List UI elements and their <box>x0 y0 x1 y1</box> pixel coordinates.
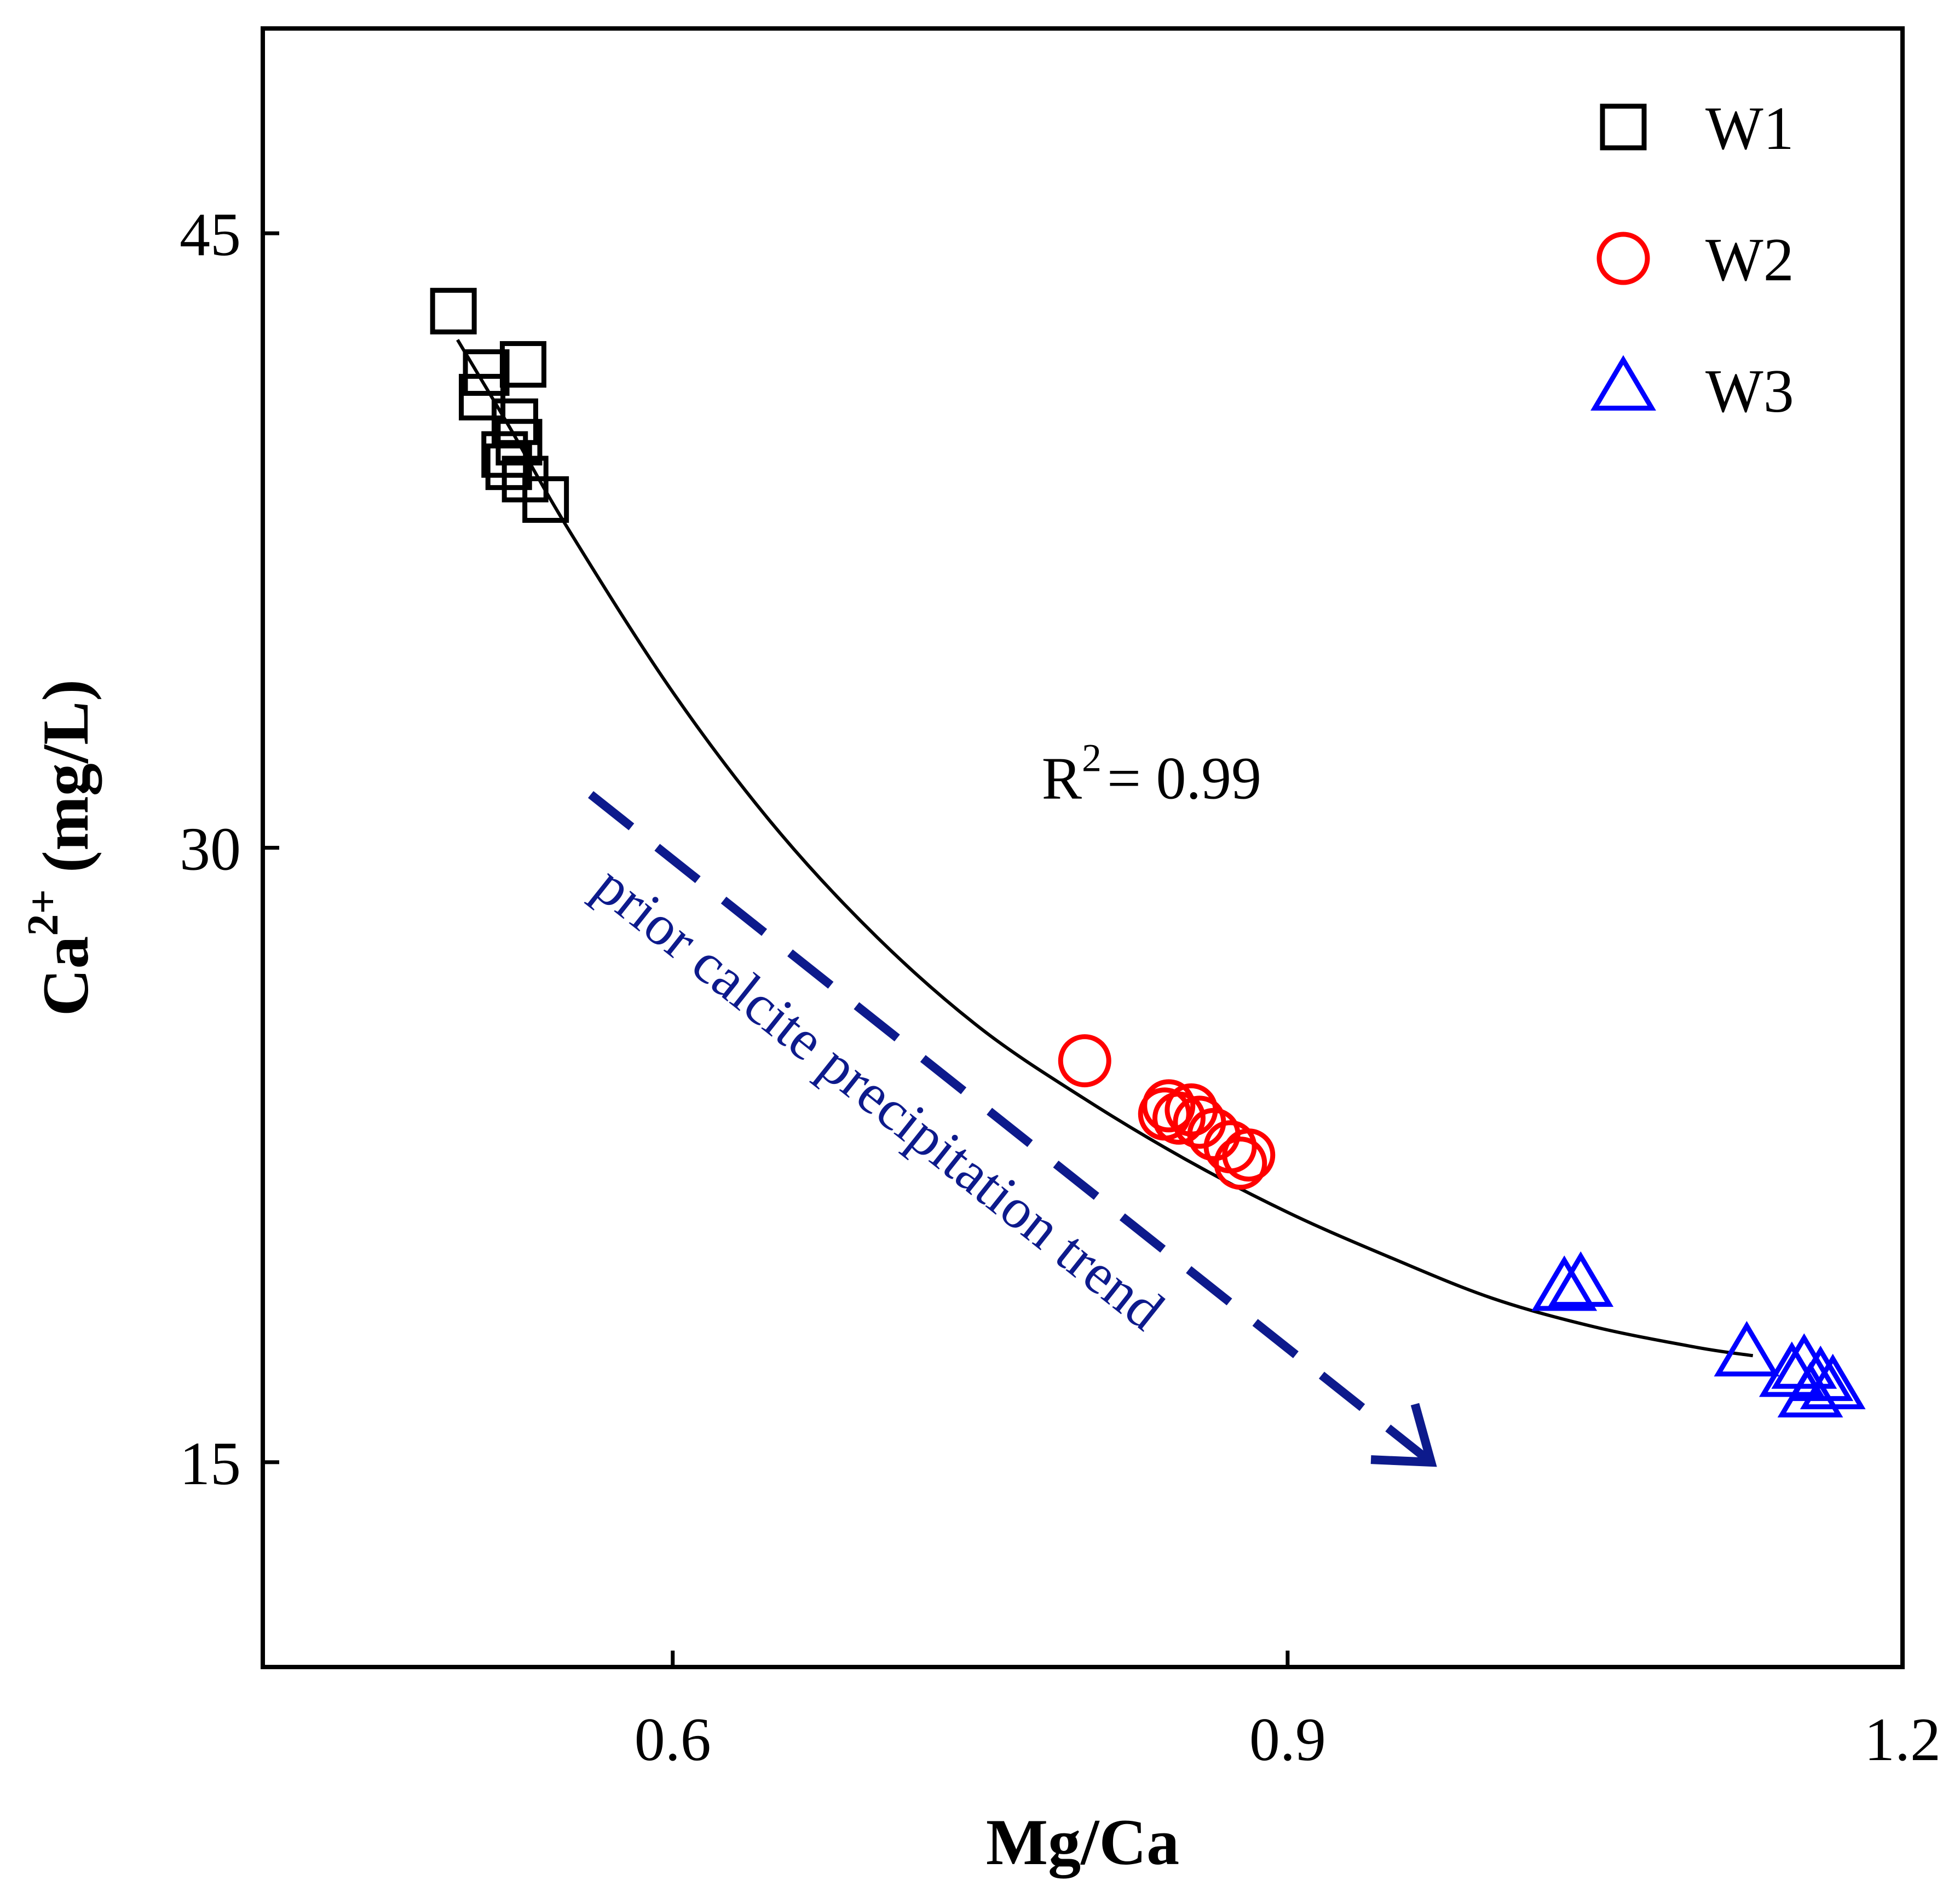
trend-arrow-line <box>588 791 1434 1466</box>
x-tick-label: 0.9 <box>1249 1706 1326 1774</box>
r2-superscript: 2 <box>1082 736 1102 780</box>
legend-label-w1: W1 <box>1705 95 1794 163</box>
trend-arrow-head <box>1370 1403 1437 1467</box>
w3-point <box>1714 1320 1780 1377</box>
legend-label-w2: W2 <box>1705 226 1794 294</box>
w2-point <box>1142 1079 1196 1133</box>
series-w2 <box>1058 1034 1276 1190</box>
y-tick-label: 30 <box>180 816 241 884</box>
legend-item-w3: W3 <box>1590 355 1794 425</box>
x-tick-label: 0.6 <box>635 1706 711 1774</box>
w3-point <box>1771 1333 1837 1389</box>
x-axis-ticks: 0.6 0.9 1.2 <box>635 1651 1941 1774</box>
w1-point <box>485 443 532 491</box>
legend-label-w3: W3 <box>1705 357 1794 425</box>
legend-marker-w3 <box>1590 355 1656 411</box>
w1-point <box>495 419 543 466</box>
w2-point <box>1138 1087 1191 1141</box>
data-markers <box>430 287 1866 1418</box>
w2-point <box>1222 1128 1276 1182</box>
w1-point <box>463 349 510 396</box>
w1-point <box>522 476 569 523</box>
w3-point <box>1531 1255 1598 1311</box>
w1-point <box>430 287 477 334</box>
y-axis-title-unit: (mg/L) <box>29 679 102 889</box>
legend-marker-w1 <box>1600 103 1647 151</box>
r2-label: R <box>1042 745 1082 812</box>
w2-point <box>1214 1137 1267 1190</box>
w2-point <box>1058 1034 1111 1088</box>
w1-point <box>459 373 506 420</box>
legend-marker-w2 <box>1596 232 1650 285</box>
legend: W1 W2 W3 <box>1590 95 1794 425</box>
x-axis-title: Mg/Ca <box>986 1806 1179 1879</box>
y-tick-label: 45 <box>180 201 241 269</box>
fit-curve <box>456 339 1754 1358</box>
y-axis-title-main: Ca <box>29 936 102 1017</box>
legend-item-w1: W1 <box>1600 95 1794 163</box>
series-w3 <box>1531 1251 1866 1418</box>
w3-point <box>1777 1362 1843 1418</box>
y-axis-title-superscript: 2+ <box>19 889 67 936</box>
y-tick-label: 15 <box>180 1430 241 1498</box>
w1-point <box>499 341 546 388</box>
legend-item-w2: W2 <box>1596 226 1794 294</box>
x-tick-label: 1.2 <box>1864 1706 1941 1774</box>
trend-arrow <box>588 791 1437 1467</box>
y-axis-ticks: 15 30 45 <box>180 201 279 1498</box>
series-w1 <box>430 287 569 523</box>
y-axis-title: Ca2+ (mg/L) <box>19 679 102 1017</box>
w3-point <box>1548 1251 1614 1307</box>
r-squared-annotation: R2= 0.99 <box>1042 736 1261 812</box>
r2-value: = 0.99 <box>1107 745 1261 812</box>
